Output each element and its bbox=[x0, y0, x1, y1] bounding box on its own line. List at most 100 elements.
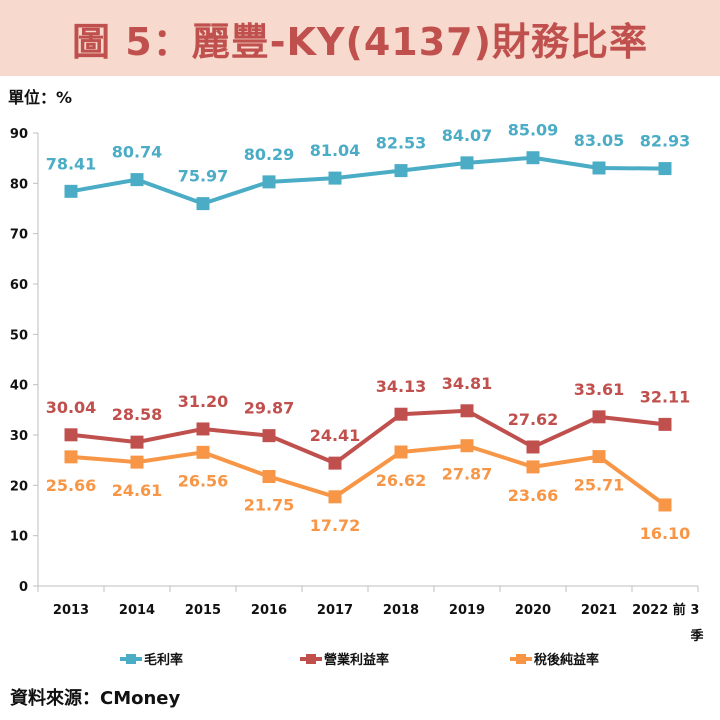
data-point bbox=[130, 173, 144, 187]
data-point bbox=[526, 440, 540, 454]
data-point bbox=[460, 156, 474, 170]
data-label: 25.71 bbox=[574, 476, 625, 495]
data-label: 81.04 bbox=[310, 141, 361, 160]
y-tick-label: 60 bbox=[10, 278, 28, 293]
y-tick-label: 90 bbox=[10, 127, 28, 142]
data-label: 31.20 bbox=[178, 392, 229, 411]
data-point bbox=[196, 445, 210, 459]
data-point bbox=[658, 498, 672, 512]
data-label: 34.81 bbox=[442, 374, 493, 393]
x-tick-label: 2014 bbox=[119, 603, 155, 618]
data-point bbox=[64, 428, 78, 442]
data-label: 26.56 bbox=[178, 471, 229, 490]
data-label: 17.72 bbox=[310, 516, 361, 535]
data-point bbox=[658, 162, 672, 176]
data-label: 27.62 bbox=[508, 410, 559, 429]
series-line bbox=[70, 155, 666, 206]
data-point bbox=[328, 171, 342, 185]
data-point bbox=[592, 450, 606, 464]
series-line bbox=[70, 408, 666, 466]
data-point bbox=[328, 490, 342, 504]
data-point bbox=[526, 151, 540, 165]
y-tick-label: 30 bbox=[10, 429, 28, 444]
data-label: 34.13 bbox=[376, 377, 427, 396]
legend-label: 稅後純益率 bbox=[534, 652, 599, 668]
y-tick-label: 20 bbox=[10, 479, 28, 494]
legend-item: 營業利益率 bbox=[300, 652, 389, 668]
data-point bbox=[394, 445, 408, 459]
y-tick-label: 10 bbox=[10, 530, 28, 545]
data-label: 83.05 bbox=[574, 131, 625, 150]
data-point bbox=[262, 470, 276, 484]
legend-swatch-marker bbox=[516, 654, 526, 664]
data-point bbox=[64, 184, 78, 198]
chart-series: 78.41 80.74 75.97 80.29 81.04 82.53 84.07 85.09… bbox=[46, 121, 691, 543]
x-tick-label: 2017 bbox=[317, 603, 353, 618]
data-label: 78.41 bbox=[46, 154, 97, 173]
legend-item: 稅後純益率 bbox=[510, 652, 599, 668]
data-label: 33.61 bbox=[574, 380, 625, 399]
data-point bbox=[394, 164, 408, 178]
data-label: 82.93 bbox=[640, 132, 691, 151]
data-label: 16.10 bbox=[640, 524, 691, 543]
data-point bbox=[328, 456, 342, 470]
data-label: 32.11 bbox=[640, 387, 691, 406]
source-note: 資料來源：CMoney bbox=[10, 688, 181, 709]
data-label: 25.66 bbox=[46, 476, 97, 495]
line-chart: 0 10 20 30 40 50 60 70 80 90 2013 2014 2015 2016 2017 2… bbox=[10, 121, 704, 668]
data-label: 30.04 bbox=[46, 398, 97, 417]
chart-axes: 0 10 20 30 40 50 60 70 80 90 2013 2014 2015 2016 2017 2… bbox=[10, 127, 704, 644]
series-line bbox=[70, 443, 667, 507]
data-point bbox=[196, 197, 210, 211]
x-tick-label: 2016 bbox=[251, 603, 287, 618]
x-tick-label: 2021 bbox=[581, 603, 617, 618]
data-label: 82.53 bbox=[376, 134, 427, 153]
data-point bbox=[64, 450, 78, 464]
data-point bbox=[394, 407, 408, 421]
data-label: 29.87 bbox=[244, 399, 295, 418]
data-point bbox=[592, 410, 606, 424]
x-tick-label: 2019 bbox=[449, 603, 485, 618]
data-label: 27.87 bbox=[442, 465, 493, 484]
legend-item: 毛利率 bbox=[120, 652, 183, 668]
y-tick-label: 0 bbox=[19, 580, 28, 595]
y-tick-label: 70 bbox=[10, 228, 28, 243]
legend-label: 毛利率 bbox=[144, 652, 183, 668]
series-3: 25.66 24.61 26.56 21.75 17.72 26.62 27.87 23.66… bbox=[46, 439, 691, 543]
legend-label: 營業利益率 bbox=[324, 652, 389, 668]
data-label: 84.07 bbox=[442, 126, 493, 145]
chart-legend: 毛利率 營業利益率 稅後純益率 bbox=[120, 652, 599, 668]
x-tick-label: 2020 bbox=[515, 603, 551, 618]
data-label: 24.61 bbox=[112, 481, 163, 500]
x-tick-label: 2015 bbox=[185, 603, 221, 618]
data-point bbox=[196, 422, 210, 436]
series-2: 30.04 28.58 31.20 29.87 24.41 34.13 34.81 27.62… bbox=[46, 374, 691, 470]
title-banner: 圖 5：麗豐-KY(4137)財務比率 bbox=[0, 0, 720, 76]
data-label: 21.75 bbox=[244, 496, 295, 515]
data-point bbox=[460, 439, 474, 453]
legend-swatch-marker bbox=[306, 654, 316, 664]
chart-title: 圖 5：麗豐-KY(4137)財務比率 bbox=[72, 19, 648, 64]
data-point bbox=[262, 175, 276, 189]
data-label: 28.58 bbox=[112, 405, 163, 424]
data-point bbox=[262, 429, 276, 443]
data-label: 23.66 bbox=[508, 486, 559, 505]
data-label: 26.62 bbox=[376, 471, 427, 490]
x-tick-label: 2018 bbox=[383, 603, 419, 618]
data-point bbox=[592, 161, 606, 175]
data-label: 80.74 bbox=[112, 143, 163, 162]
unit-label: 單位：% bbox=[8, 88, 73, 107]
data-point bbox=[658, 417, 672, 431]
data-point bbox=[460, 404, 474, 418]
data-point bbox=[130, 435, 144, 449]
data-point bbox=[526, 460, 540, 474]
data-label: 80.29 bbox=[244, 145, 295, 164]
legend-swatch-marker bbox=[126, 654, 136, 664]
y-tick-label: 40 bbox=[10, 379, 28, 394]
x-tick-label: 2013 bbox=[53, 603, 89, 618]
y-tick-label: 50 bbox=[10, 328, 28, 343]
data-label: 24.41 bbox=[310, 426, 361, 445]
y-tick-label: 80 bbox=[10, 177, 28, 192]
series-1: 78.41 80.74 75.97 80.29 81.04 82.53 84.07 85.09… bbox=[46, 121, 691, 211]
data-point bbox=[130, 455, 144, 469]
